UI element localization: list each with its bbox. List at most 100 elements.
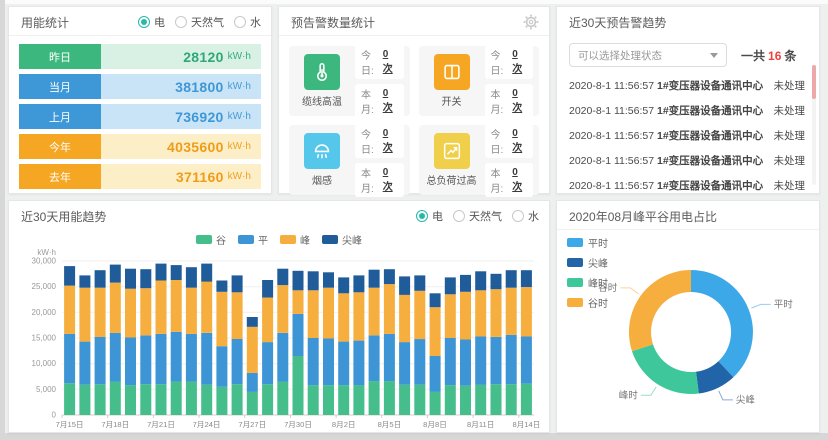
- month-label: 本月:: [490, 89, 504, 116]
- panel-energy-stats: 用能统计 电天然气水 昨日 28120 kW·h 当月 381800 kW·h 上月 7369…: [8, 6, 272, 194]
- chevron-down-icon: [710, 52, 718, 58]
- legend-item-尖峰[interactable]: 尖峰: [322, 232, 362, 247]
- svg-text:15,000: 15,000: [32, 334, 57, 343]
- today-count-pill: 今日: 0次: [484, 123, 533, 158]
- alarm-time: 2020-8-1 11:56:57: [569, 129, 655, 142]
- energy-number: 371160: [175, 168, 224, 185]
- alarm-status: 未处理: [773, 155, 806, 167]
- today-count-link[interactable]: 0次: [512, 127, 523, 154]
- today-count-pill: 今日: 0次: [484, 44, 533, 79]
- legend-swatch: [196, 234, 212, 244]
- radio-天然气[interactable]: 天然气: [175, 14, 224, 30]
- alarm-list-scrollbar[interactable]: [812, 65, 816, 185]
- status-filter-placeholder: 可以选择处理状态: [578, 49, 662, 62]
- radio-电[interactable]: 电: [416, 208, 443, 224]
- month-count-link[interactable]: 0次: [512, 166, 523, 193]
- alarm-total: 一共 16 条: [741, 47, 796, 64]
- svg-text:7月18日: 7月18日: [101, 420, 129, 429]
- alarm-device: 1#变压器设备通讯中心: [657, 80, 764, 92]
- energy-value: 371160 kW·h: [101, 164, 261, 189]
- donut-legend-item-尖峰[interactable]: 尖峰: [567, 255, 608, 270]
- legend-item-峰[interactable]: 峰: [280, 232, 310, 247]
- alarm-card-counts: 今日: 0次 本月: 0次: [484, 44, 533, 118]
- legend-label: 谷时: [588, 299, 608, 310]
- svg-text:0: 0: [52, 411, 57, 420]
- load-trend-icon: [433, 133, 470, 169]
- energy-value: 381800 kW·h: [101, 74, 261, 99]
- radio-label: 电: [432, 211, 443, 223]
- alarm-time: 2020-8-1 11:56:57: [569, 179, 655, 192]
- energy-number: 4035600: [167, 138, 224, 155]
- svg-text:8月2日: 8月2日: [332, 420, 356, 429]
- radio-dot-icon[interactable]: [234, 16, 246, 28]
- scrollbar-thumb[interactable]: [812, 65, 816, 99]
- alarm-card-left: 开关: [425, 54, 479, 108]
- svg-text:7月15日: 7月15日: [56, 420, 84, 429]
- usage-trend-title: 近30天用能趋势: [21, 209, 107, 224]
- alarm-status: 未处理: [773, 80, 806, 92]
- today-count-link[interactable]: 0次: [382, 48, 393, 75]
- legend-swatch: [567, 258, 583, 267]
- donut-legend-item-峰时[interactable]: 峰时: [567, 275, 608, 290]
- energy-stat-row: 昨日 28120 kW·h: [19, 44, 261, 69]
- period-label: 今年: [19, 134, 101, 159]
- energy-number: 28120: [183, 48, 224, 65]
- alarm-card-left: 缆线高温: [295, 54, 349, 108]
- svg-text:20,000: 20,000: [32, 308, 57, 317]
- svg-text:8月5日: 8月5日: [378, 420, 402, 429]
- month-count-link[interactable]: 0次: [382, 166, 393, 193]
- alarm-total-prefix: 一共: [741, 48, 766, 63]
- radio-水[interactable]: 水: [234, 14, 261, 30]
- usage-bar-chart: 0 5,000 10,000 15,000 20,000 25,000 30,000kW·h…: [32, 248, 541, 429]
- panel-usage-header: 近30天用能趋势 电 天然气 水: [9, 201, 549, 229]
- status-filter-select[interactable]: 可以选择处理状态: [569, 43, 727, 67]
- radio-水[interactable]: 水: [512, 208, 539, 224]
- month-count-pill: 本月: 0次: [355, 83, 404, 118]
- energy-stat-row: 去年 371160 kW·h: [19, 164, 261, 189]
- legend-item-平[interactable]: 平: [238, 232, 268, 247]
- period-label: 去年: [19, 164, 101, 189]
- month-count-link[interactable]: 0次: [382, 87, 393, 114]
- donut-legend-item-平时[interactable]: 平时: [567, 235, 608, 250]
- today-label: 今日:: [490, 129, 504, 156]
- svg-text:10,000: 10,000: [32, 359, 57, 368]
- legend-swatch: [567, 298, 583, 307]
- svg-text:平时: 平时: [774, 298, 794, 310]
- legend-item-谷[interactable]: 谷: [196, 232, 226, 247]
- period-label: 上月: [19, 104, 101, 129]
- energy-number: 736920: [175, 108, 224, 125]
- radio-dot-icon[interactable]: [512, 210, 524, 222]
- energy-type-radio-group: 电 天然气 水: [138, 14, 261, 30]
- alarm-card-counts: 今日: 0次 本月: 0次: [484, 123, 533, 197]
- energy-stat-rows: 昨日 28120 kW·h 当月 381800 kW·h 上月 736920 kW·h 今年 403…: [9, 36, 271, 202]
- energy-stat-row: 今年 4035600 kW·h: [19, 134, 261, 159]
- radio-dot-icon[interactable]: [175, 16, 187, 28]
- panel-alarm-list-header: 近30天预告警趋势: [557, 7, 819, 35]
- svg-text:30,000: 30,000: [32, 257, 57, 266]
- today-count-link[interactable]: 0次: [382, 127, 393, 154]
- radio-天然气[interactable]: 天然气: [453, 208, 502, 224]
- svg-text:5,000: 5,000: [36, 385, 57, 394]
- alarm-stats-title: 预告警数量统计: [291, 15, 376, 30]
- svg-text:峰时: 峰时: [619, 389, 639, 401]
- window-frame-left: [0, 0, 5, 440]
- today-count-link[interactable]: 0次: [512, 48, 523, 75]
- alarm-list-title: 近30天预告警趋势: [569, 15, 667, 30]
- usage-type-radio-group: 电 天然气 水: [416, 208, 539, 224]
- today-label: 今日:: [490, 50, 504, 77]
- legend-swatch: [567, 278, 583, 287]
- radio-dot-icon[interactable]: [453, 210, 465, 222]
- legend-label: 谷: [216, 235, 226, 247]
- radio-dot-icon[interactable]: [416, 210, 428, 222]
- window-frame-bottom: [0, 433, 828, 440]
- radio-电[interactable]: 电: [138, 14, 165, 30]
- legend-swatch: [280, 234, 296, 244]
- month-count-link[interactable]: 0次: [512, 87, 523, 114]
- donut-legend-item-谷时[interactable]: 谷时: [567, 295, 608, 310]
- alarm-list: 2020-8-1 11:56:57 1#变压器设备通讯中心 未处理 2020-8-1 …: [557, 71, 819, 198]
- gear-icon[interactable]: [523, 14, 539, 30]
- alarm-row: 2020-8-1 11:56:57 1#变压器设备通讯中心 未处理: [569, 148, 805, 173]
- alarm-device: 1#变压器设备通讯中心: [657, 130, 764, 142]
- month-count-pill: 本月: 0次: [484, 83, 533, 118]
- radio-dot-icon[interactable]: [138, 16, 150, 28]
